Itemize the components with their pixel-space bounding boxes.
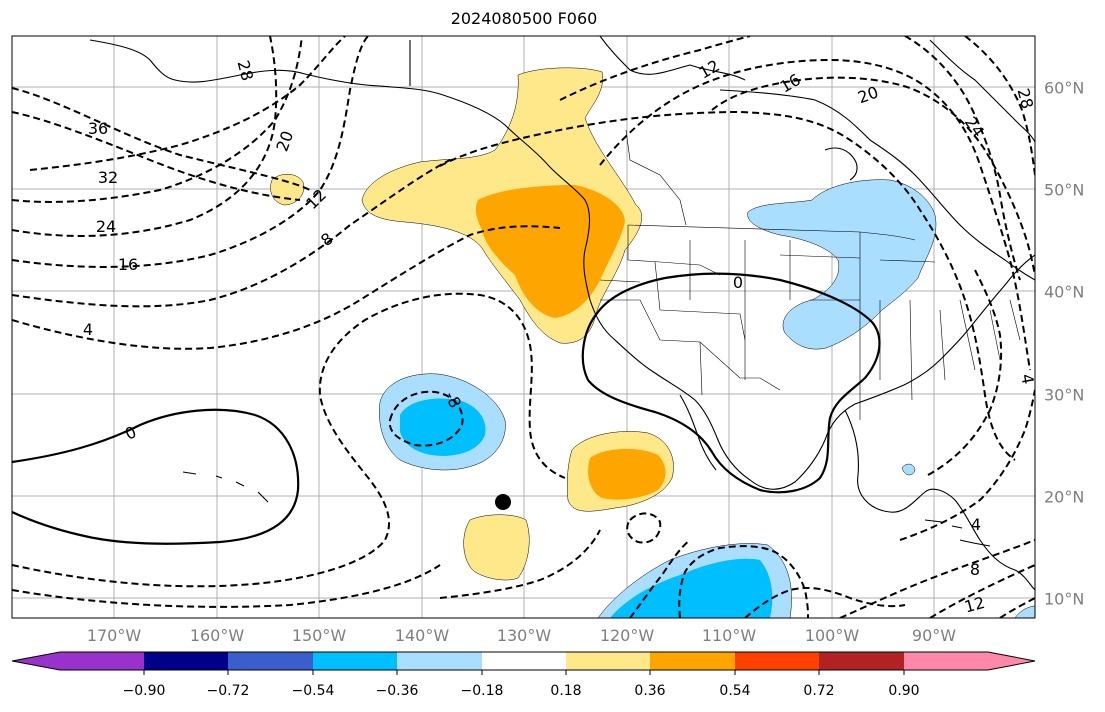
contour-label: 24 — [961, 113, 988, 141]
colorbar-tick-label: −0.90 — [122, 683, 166, 699]
warm-core-baja — [588, 448, 666, 500]
contour-label: 4 — [1017, 372, 1037, 385]
coastlines — [89, 36, 1035, 591]
cold-anomaly-gulf — [901, 463, 916, 476]
contour-label: 16 — [777, 70, 804, 97]
lon-label: 140°W — [394, 626, 450, 645]
lat-label: 10°N — [1044, 589, 1085, 609]
colorbar-segment — [313, 652, 397, 670]
warm-core-west-coast — [475, 185, 625, 318]
contour-label: 36 — [88, 119, 108, 138]
warm-anomaly-south — [463, 514, 530, 581]
lon-label: 150°W — [291, 626, 347, 645]
zero-contours — [12, 272, 881, 545]
contour-label: 20 — [272, 128, 297, 154]
contour-label: 4 — [971, 515, 981, 534]
contour-label: 0 — [733, 273, 743, 292]
contour-label: 32 — [98, 168, 118, 187]
colorbar-segment — [144, 652, 228, 670]
lat-label: 60°N — [1044, 78, 1085, 98]
lat-label: 50°N — [1044, 180, 1085, 200]
colorbar-outline — [11, 651, 1036, 671]
cold-core-tropical — [610, 558, 773, 618]
contour-label: 4 — [83, 320, 93, 339]
contour-label: 20 — [855, 82, 881, 107]
colorbar-segment — [819, 652, 904, 670]
lat-label: 40°N — [1044, 282, 1085, 302]
storm-center-dot — [495, 494, 511, 510]
lon-label: 100°W — [804, 626, 860, 645]
colorbar-extend-low — [12, 652, 60, 670]
colorbar-tick-label: 0.18 — [550, 683, 582, 699]
cold-anomaly-se-corner — [1014, 605, 1035, 618]
colorbar-segment — [650, 652, 735, 670]
contour-label: 24 — [96, 217, 116, 236]
map-title: 2024080500 F060 — [450, 9, 598, 28]
colorbar-segment — [397, 652, 482, 670]
lon-label: 90°W — [911, 626, 957, 645]
contour-label: -8 — [441, 388, 465, 410]
colorbar — [11, 651, 1036, 675]
colorbar-segment — [735, 652, 819, 670]
political-borders — [599, 129, 1021, 420]
lat-label: 20°N — [1044, 487, 1085, 507]
contour-label: 16 — [118, 255, 138, 274]
lon-label: 170°W — [86, 626, 142, 645]
lon-label: 120°W — [599, 626, 655, 645]
colorbar-segment — [228, 652, 313, 670]
colorbar-tick-label: 0.54 — [719, 683, 751, 699]
colorbar-segment — [904, 652, 988, 670]
shaded-fields — [270, 67, 1035, 618]
colorbar-extend-high — [988, 652, 1035, 670]
colorbar-tick-label: −0.54 — [291, 683, 335, 699]
colorbar-tick-label: −0.72 — [206, 683, 250, 699]
cold-core-pacific — [400, 398, 486, 456]
lon-label: 110°W — [701, 626, 757, 645]
contour-label: 28 — [234, 58, 258, 83]
lon-label: 160°W — [189, 626, 245, 645]
cold-anomaly-plains — [747, 179, 937, 350]
colorbar-tick-label: 0.72 — [803, 683, 835, 699]
colorbar-tick-label: 0.36 — [634, 683, 666, 699]
contour-label: 12 — [962, 593, 987, 617]
colorbar-tick-label: 0.90 — [888, 683, 920, 699]
lon-label: 130°W — [496, 626, 552, 645]
colorbar-tick-label: −0.18 — [460, 683, 504, 699]
colorbar-segment — [60, 652, 144, 670]
lat-label: 30°N — [1044, 385, 1085, 405]
colorbar-segment — [566, 652, 650, 670]
contour-label: 8 — [970, 560, 980, 579]
dashed-contours — [12, 36, 1035, 618]
contour-label: 28 — [1014, 86, 1038, 111]
colorbar-tick-label: −0.36 — [375, 683, 419, 699]
map-frame — [11, 35, 1036, 619]
colorbar-segment — [482, 652, 566, 670]
